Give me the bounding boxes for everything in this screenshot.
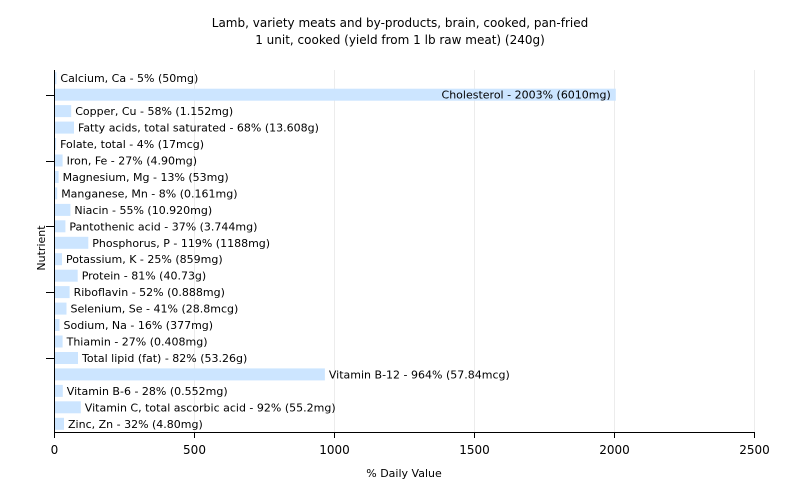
bar-label-13: Riboflavin - 52% (0.888mg) <box>74 286 225 299</box>
bar-label-8: Niacin - 55% (10.920mg) <box>74 204 212 217</box>
x-tick-label-3: 1500 <box>459 443 490 457</box>
x-tick-label-5: 2500 <box>739 443 770 457</box>
bar-11 <box>55 253 62 266</box>
bar-21 <box>55 417 64 430</box>
bar-label-1: Cholesterol - 2003% (6010mg) <box>442 89 611 102</box>
bar-label-14: Selenium, Se - 41% (28.8mcg) <box>71 303 239 316</box>
bar-label-11: Potassium, K - 25% (859mg) <box>66 253 223 266</box>
bar-2 <box>55 105 72 118</box>
x-tick-label-2: 1000 <box>319 443 350 457</box>
bar-label-5: Iron, Fe - 27% (4.90mg) <box>67 155 197 168</box>
bar-label-18: Vitamin B-12 - 964% (57.84mcg) <box>329 368 510 381</box>
bar-1 <box>55 88 616 101</box>
bar-label-19: Vitamin B-6 - 28% (0.552mg) <box>67 385 228 398</box>
x-tick-label-4: 2000 <box>599 443 630 457</box>
bar-16 <box>55 335 63 348</box>
bar-6 <box>55 171 59 183</box>
bar-label-16: Thiamin - 27% (0.408mg) <box>66 336 208 349</box>
bar-label-3: Fatty acids, total saturated - 68% (13.6… <box>78 122 319 135</box>
bar-label-2: Copper, Cu - 58% (1.152mg) <box>75 105 233 118</box>
bar-label-17: Total lipid (fat) - 82% (53.26g) <box>81 352 247 365</box>
x-axis-ticks: 0 500 1000 1500 2000 2500 <box>51 432 770 457</box>
bar-label-0: Calcium, Ca - 5% (50mg) <box>60 72 198 85</box>
bar-label-9: Pantothenic acid - 37% (3.744mg) <box>69 220 257 233</box>
bar-9 <box>55 220 66 233</box>
bar-label-4: Folate, total - 4% (17mcg) <box>60 138 204 151</box>
axes <box>46 70 754 433</box>
bar-20 <box>55 401 81 414</box>
bar-17 <box>55 352 78 364</box>
bar-19 <box>55 384 63 397</box>
y-axis-label: Nutrient <box>35 225 48 271</box>
x-axis-label: % Daily Value <box>366 467 442 480</box>
bar-14 <box>55 302 67 315</box>
bar-label-10: Phosphorus, P - 119% (1188mg) <box>92 237 270 250</box>
bar-label-12: Protein - 81% (40.73g) <box>82 270 207 283</box>
bar-0 <box>55 72 57 85</box>
x-tick-label-0: 0 <box>51 443 59 457</box>
bar-label-21: Zinc, Zn - 32% (4.80mg) <box>68 418 203 431</box>
bar-13 <box>55 286 70 299</box>
bar-12 <box>55 269 78 282</box>
bar-15 <box>55 319 60 331</box>
bar-18 <box>55 368 325 381</box>
bar-7 <box>55 187 58 200</box>
bar-label-6: Magnesium, Mg - 13% (53mg) <box>63 171 229 184</box>
bar-3 <box>55 121 74 134</box>
bar-8 <box>55 203 71 216</box>
x-tick-label-1: 500 <box>183 443 206 457</box>
bars: Calcium, Ca - 5% (50mg) Cholesterol - 200… <box>55 72 616 431</box>
bar-4 <box>55 138 57 150</box>
bar-label-20: Vitamin C, total ascorbic acid - 92% (55… <box>85 401 336 414</box>
chart-title-line-2: 1 unit, cooked (yield from 1 lb raw meat… <box>255 33 545 47</box>
bar-5 <box>55 154 63 167</box>
chart-title-line-1: Lamb, variety meats and by-products, bra… <box>212 16 588 30</box>
bar-label-15: Sodium, Na - 16% (377mg) <box>64 319 214 332</box>
bar-10 <box>55 236 89 249</box>
bar-label-7: Manganese, Mn - 8% (0.161mg) <box>61 187 237 200</box>
